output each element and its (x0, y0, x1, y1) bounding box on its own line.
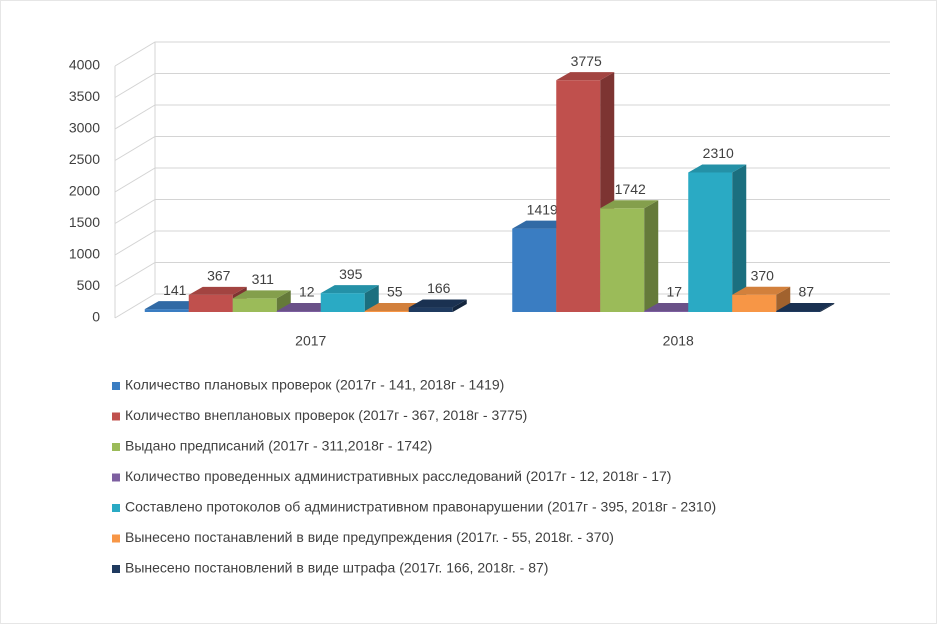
bar (276, 311, 321, 312)
data-label: 17 (666, 284, 682, 300)
legend-swatch (112, 412, 120, 421)
bar (144, 309, 189, 312)
legend-swatch (112, 534, 120, 543)
data-label: 367 (207, 268, 231, 284)
bar (600, 208, 645, 312)
bar-top (364, 303, 423, 311)
bar (732, 294, 777, 312)
data-label: 166 (427, 280, 451, 296)
y-tick-label: 3500 (69, 88, 100, 104)
data-label: 311 (252, 271, 275, 287)
data-label: 395 (339, 266, 363, 282)
bar-side (644, 200, 659, 312)
legend-label: Количество внеплановых проверок (2017г -… (125, 407, 527, 423)
y-tick-label: 1000 (69, 246, 100, 262)
data-label: 141 (163, 282, 187, 298)
bar-top (556, 72, 615, 81)
data-label: 3775 (571, 53, 602, 69)
data-label: 55 (387, 284, 403, 300)
y-tick-label: 0 (92, 309, 100, 325)
legend-swatch (112, 443, 120, 451)
bar (776, 311, 821, 312)
bar-top (408, 299, 467, 308)
bar-top (732, 286, 791, 295)
legend-label: Выдано предписаний (2017г - 311,2018г - … (125, 438, 432, 454)
bar-side (820, 303, 835, 312)
y-tick-label: 1500 (69, 214, 100, 230)
data-label: 12 (299, 284, 315, 300)
data-label: 87 (798, 284, 814, 300)
legend-label: Вынесено постанавлений в виде предупрежд… (125, 529, 614, 545)
bar-top (144, 301, 203, 310)
bar-top (232, 290, 291, 299)
y-tick-label: 3000 (69, 120, 100, 136)
bar-side (452, 299, 467, 312)
bar (556, 80, 601, 312)
bar (364, 311, 409, 312)
y-tick-label: 4000 (69, 57, 100, 73)
y-tick-label: 2500 (69, 151, 100, 167)
y-tick-label: 2000 (69, 183, 100, 199)
bar (320, 293, 365, 312)
y-tick-label: 500 (77, 277, 101, 293)
bar (512, 228, 557, 312)
bar (188, 294, 233, 312)
legend-swatch (112, 504, 120, 512)
bar-top (644, 303, 703, 311)
bar-top (320, 285, 379, 294)
legend-label: Вынесено постановлений в виде штрафа (20… (125, 560, 548, 576)
bar (644, 311, 689, 312)
legend-label: Составлено протоколов об административно… (125, 499, 716, 515)
bar-side (276, 290, 291, 312)
bar-top (600, 200, 659, 209)
bar-top (512, 220, 571, 229)
legend-swatch (112, 473, 120, 482)
bar-side (732, 164, 747, 312)
data-label: 2310 (703, 145, 734, 161)
data-label: 1419 (527, 201, 558, 217)
legend-swatch (112, 565, 120, 573)
bar-top (688, 164, 747, 173)
bar (232, 298, 277, 312)
x-tick-label: 2018 (663, 333, 694, 349)
bar-top (188, 286, 247, 295)
legend-label: Количество проведенных административных … (125, 468, 671, 484)
data-label: 370 (751, 267, 775, 283)
bar-top (276, 303, 335, 311)
data-label: 1742 (615, 181, 646, 197)
bar (408, 307, 453, 312)
bar (688, 172, 733, 312)
x-tick-label: 2017 (295, 333, 326, 349)
legend-label: Количество плановых проверок (2017г - 14… (125, 377, 504, 393)
bar-top (776, 303, 835, 311)
legend-swatch (112, 382, 120, 390)
